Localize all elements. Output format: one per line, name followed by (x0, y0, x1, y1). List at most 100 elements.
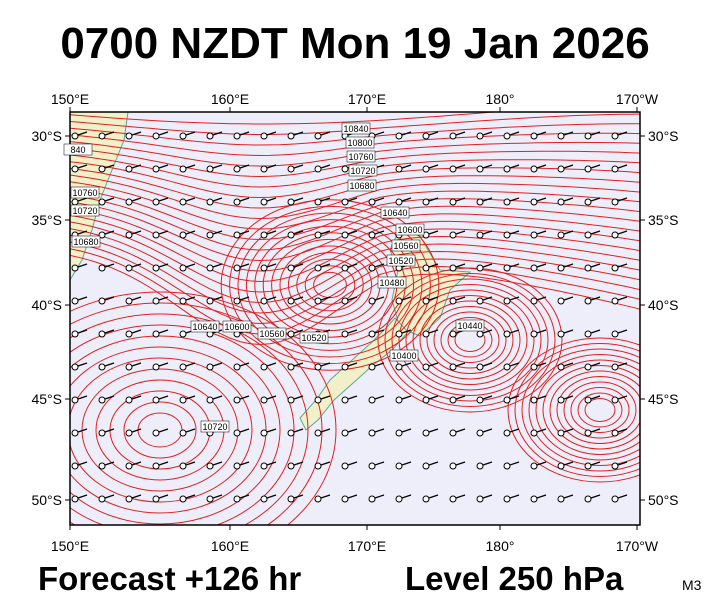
barb-station (314, 132, 322, 140)
contour-label: 10560 (393, 241, 418, 251)
contour (70, 291, 337, 525)
barb-station (584, 132, 592, 140)
barb-station (449, 264, 457, 272)
contour-label: 10520 (388, 256, 413, 266)
barb-station (584, 396, 592, 404)
barb-station (422, 429, 430, 437)
contour-label-box (70, 186, 100, 199)
south-island (299, 317, 409, 431)
barb-station (422, 396, 430, 404)
contour (584, 398, 616, 422)
barb-station (476, 165, 484, 173)
barb-station (233, 231, 241, 239)
barb-station (395, 429, 403, 437)
lat-label-left: 40°S (31, 297, 62, 313)
barb-station (530, 429, 538, 437)
barb-station (71, 330, 79, 338)
contour (507, 337, 640, 483)
barb-station (422, 462, 430, 470)
barb-station (449, 297, 457, 305)
barb-station (341, 297, 349, 305)
barb-station (557, 297, 565, 305)
contour-label-box (200, 420, 230, 433)
barb-station (233, 396, 241, 404)
barb-station (125, 165, 133, 173)
barb-station (179, 297, 187, 305)
barb-station (314, 429, 322, 437)
barb-station (449, 165, 457, 173)
contour-label-box (257, 327, 287, 340)
barb-station (530, 264, 538, 272)
barb-station (233, 462, 241, 470)
lat-label-left: 30°S (31, 128, 62, 144)
barb-station (476, 330, 484, 338)
barb-station (422, 495, 430, 503)
contour (70, 174, 640, 220)
contour-label: 10720 (72, 206, 97, 216)
barb-station (98, 363, 106, 371)
barb-station (98, 231, 106, 239)
barb-station (125, 429, 133, 437)
barb-station (503, 198, 511, 206)
contour-label: 10840 (343, 124, 368, 134)
barb-station (611, 297, 619, 305)
barb-station (611, 429, 619, 437)
barb-station (287, 264, 295, 272)
contour (70, 112, 502, 125)
barb-station (368, 363, 376, 371)
barb-station (152, 363, 160, 371)
barb-station (179, 231, 187, 239)
barb-station (341, 330, 349, 338)
barb-station (287, 462, 295, 470)
barb-station (152, 396, 160, 404)
barb-station (530, 330, 538, 338)
barb-station (98, 330, 106, 338)
barb-station (449, 396, 457, 404)
contour-label: 10400 (391, 351, 416, 361)
contour (70, 221, 640, 293)
contour-label: 10680 (349, 181, 374, 191)
contour-label: 10480 (379, 278, 404, 288)
barb-station (314, 462, 322, 470)
barb-station (368, 396, 376, 404)
contour-label: 10640 (382, 208, 407, 218)
contour (549, 370, 640, 450)
barb-station (287, 231, 295, 239)
barb-station (395, 462, 403, 470)
barb-station (422, 363, 430, 371)
barb-station (260, 132, 268, 140)
contour-label: 10440 (457, 321, 482, 331)
barb-station (206, 495, 214, 503)
lon-label-top: 150°E (51, 91, 89, 107)
contour (419, 300, 521, 380)
barb-station (449, 495, 457, 503)
contour (70, 248, 640, 335)
barb-station (71, 132, 79, 140)
barb-station (611, 462, 619, 470)
barb-station (314, 495, 322, 503)
barb-station (557, 363, 565, 371)
barb-station (584, 429, 592, 437)
barb-station (152, 231, 160, 239)
model-label: M3 (682, 577, 702, 593)
barb-station (476, 231, 484, 239)
barb-station (557, 330, 565, 338)
barb-station (341, 198, 349, 206)
barb-station (557, 165, 565, 173)
barb-station (476, 132, 484, 140)
barb-station (557, 396, 565, 404)
contour-label: 10560 (259, 329, 284, 339)
barb-station (368, 231, 376, 239)
barb-station (206, 396, 214, 404)
barb-station (152, 462, 160, 470)
contour (70, 187, 640, 241)
contour (70, 313, 309, 525)
barb-station (125, 396, 133, 404)
barb-station (503, 231, 511, 239)
barb-station (476, 396, 484, 404)
barb-station (287, 429, 295, 437)
barb-station (71, 363, 79, 371)
barb-station (260, 264, 268, 272)
barb-station (152, 429, 160, 437)
barb-station (530, 231, 538, 239)
